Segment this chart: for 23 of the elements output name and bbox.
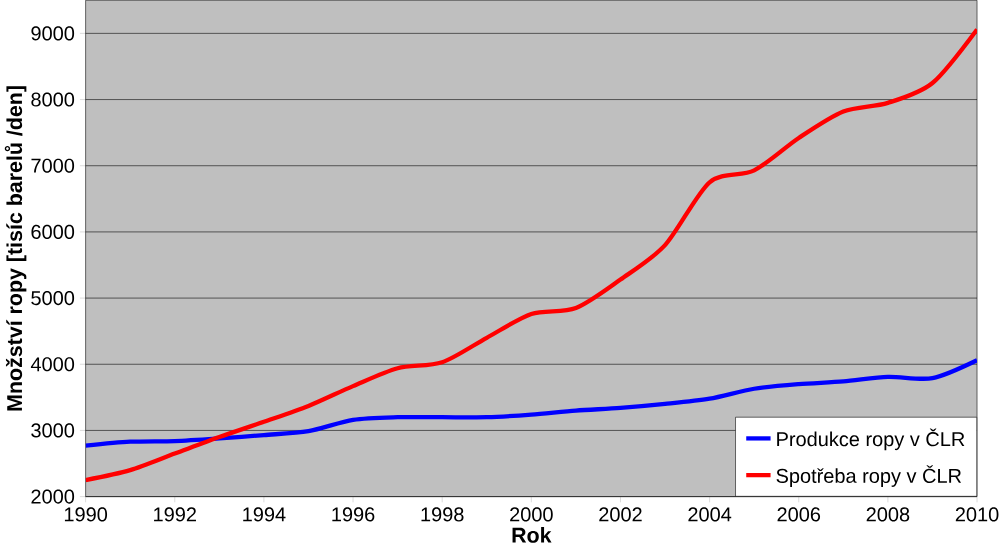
- x-tick-label: 2008: [866, 507, 910, 522]
- y-tick-label: 9000: [31, 26, 75, 41]
- x-tick-label: 1992: [154, 507, 196, 522]
- x-tick-label: 2002: [599, 507, 642, 522]
- x-tick-label: 2004: [688, 507, 732, 522]
- x-tick-label: 1998: [421, 507, 464, 522]
- x-tick-label: 1996: [332, 507, 375, 522]
- y-axis-title: Množství ropy [tisíc barelů /den]: [4, 85, 27, 411]
- x-tick-label: 1994: [243, 507, 286, 522]
- x-tick-label: 2006: [777, 507, 821, 522]
- legend-label: Produkce ropy v ČLR: [777, 428, 965, 450]
- y-tick-label: 6000: [31, 224, 75, 239]
- y-tick-label: 3000: [31, 423, 75, 438]
- x-axis-title: Rok: [512, 526, 552, 543]
- x-tick-label: 1990: [64, 507, 108, 522]
- y-tick-label: 4000: [30, 356, 75, 372]
- y-tick-label: 8000: [31, 92, 75, 107]
- y-tick-label: 7000: [31, 158, 75, 173]
- legend-label: Spotřeba ropy v ČLR: [776, 465, 962, 487]
- x-tick-label: 2000: [510, 507, 553, 522]
- y-tick-label: 2000: [31, 489, 75, 504]
- x-tick-label: 2010: [955, 507, 999, 522]
- y-tick-label: 5000: [31, 290, 75, 305]
